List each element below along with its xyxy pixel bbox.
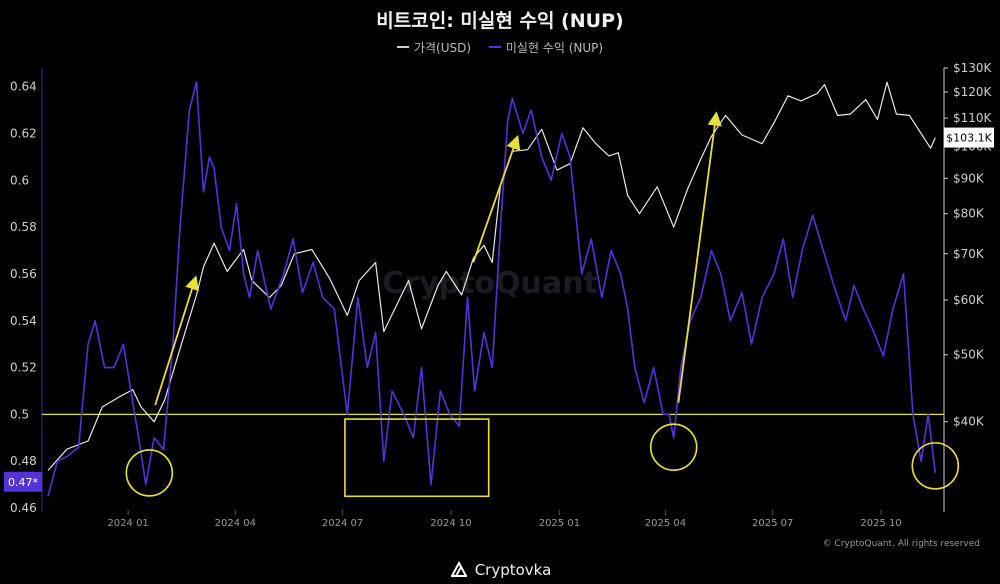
y-right-tick-label: $130K <box>953 61 993 75</box>
y-left-tick-label: 0.62 <box>10 127 37 141</box>
legend-swatch-price <box>396 46 409 48</box>
y-right-tick-label: $80K <box>953 207 985 221</box>
legend-item-nup[interactable]: 미실현 수익 (NUP) <box>488 39 604 56</box>
y-right-tick-label: $70K <box>953 247 985 261</box>
y-left-tick-label: 0.56 <box>10 267 37 281</box>
y-left-tick-label: 0.6 <box>10 173 29 187</box>
chart-legend: 가격(USD) 미실현 수익 (NUP) <box>0 37 1000 56</box>
y-right-tick-label: $120K <box>953 85 993 99</box>
x-tick-label: 2025 01 <box>539 518 580 529</box>
current-nup-label: 0.47* <box>8 476 38 489</box>
highlight-circle <box>125 449 174 497</box>
y-left-tick-label: 0.5 <box>10 407 29 421</box>
legend-swatch-nup <box>488 46 501 48</box>
highlight-circle <box>911 442 960 490</box>
legend-label-price: 가격(USD) <box>413 40 472 55</box>
y-right-tick-label: $90K <box>953 171 985 185</box>
trend-arrow <box>677 111 722 403</box>
y-left-tick-label: 0.52 <box>10 361 37 375</box>
y-right-tick-label: $40K <box>953 415 985 429</box>
current-nup-badge <box>4 471 42 492</box>
highlight-rectangle <box>344 418 490 498</box>
legend-item-price[interactable]: 가격(USD) <box>396 39 472 56</box>
x-tick-label: 2024 10 <box>430 518 471 529</box>
current-price-label: $103.1K <box>946 132 992 145</box>
x-tick-label: 2024 04 <box>215 518 256 529</box>
trend-arrow <box>154 275 199 406</box>
x-tick-label: 2024 01 <box>107 518 148 529</box>
current-price-badge <box>944 127 994 148</box>
nup-line <box>47 81 937 497</box>
y-left-tick-label: 0.64 <box>10 80 37 94</box>
footer-brand: Cryptovka <box>0 561 1000 579</box>
copyright-text: © CryptoQuant. All rights reserved <box>823 539 980 549</box>
y-left-tick-label: 0.54 <box>10 314 37 328</box>
x-tick-label: 2024 07 <box>322 518 363 529</box>
chart-title: 비트코인: 미실현 수익 (NUP) <box>376 10 624 32</box>
watermark-text: CryptoQuant <box>382 266 598 301</box>
y-right-tick-label: $110K <box>953 111 993 125</box>
y-left-tick-label: 0.46 <box>10 501 37 515</box>
y-left-tick-label: 0.48 <box>10 454 37 468</box>
y-right-tick-label: $60K <box>953 293 985 307</box>
y-right-tick-label: $50K <box>953 348 985 362</box>
x-tick-label: 2025 07 <box>752 518 793 529</box>
x-tick-label: 2025 04 <box>645 518 686 529</box>
footer-brand-label: Cryptovka <box>474 561 552 579</box>
y-left-tick-label: 0.58 <box>10 220 37 234</box>
x-tick-label: 2025 10 <box>860 518 901 529</box>
highlight-circle <box>649 423 698 471</box>
legend-label-nup: 미실현 수익 (NUP) <box>505 40 604 55</box>
trend-arrow <box>472 134 521 263</box>
cryptovka-logo-icon <box>450 561 467 577</box>
